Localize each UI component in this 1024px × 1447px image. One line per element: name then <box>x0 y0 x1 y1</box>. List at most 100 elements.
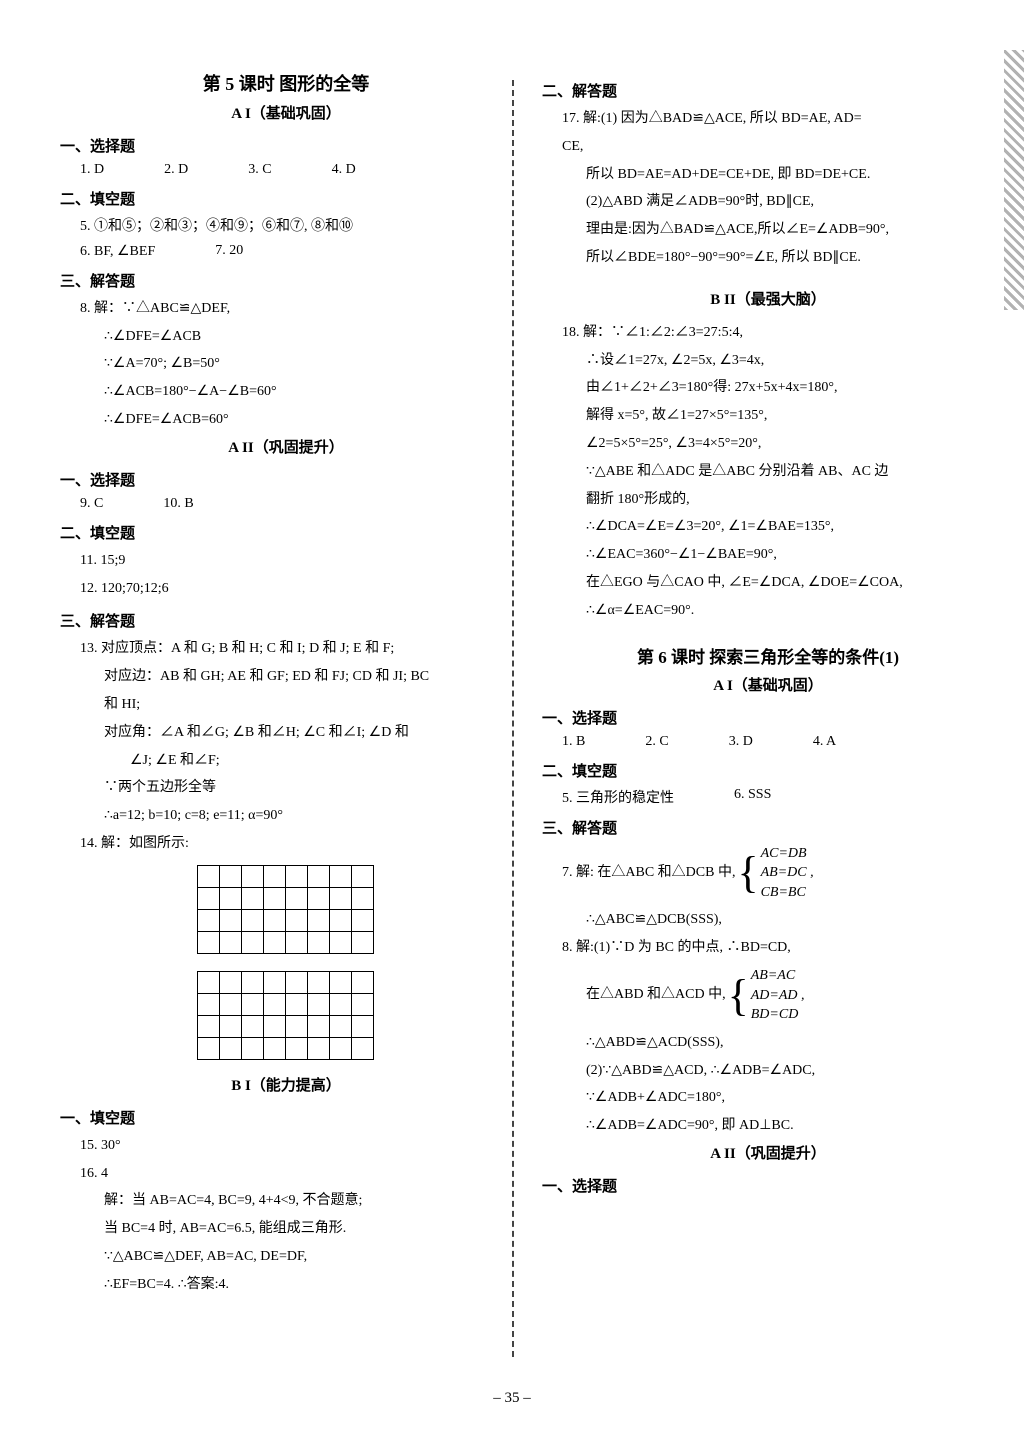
left-brace-icon: { <box>737 853 758 893</box>
fb5-r: 5. 三角形的稳定性 <box>562 787 674 807</box>
section-mc-r: 一、选择题 <box>542 707 994 728</box>
q18-l8: ∴∠DCA=∠E=∠3=20°, ∠1=∠BAE=135°, <box>586 515 994 539</box>
q8r-brace-content: AB=AC AD=AD , BD=CD <box>751 966 805 1025</box>
section-fb-3: 一、填空题 <box>60 1107 512 1128</box>
fb-6-7: 6. BF, ∠BEF 7. 20 <box>80 243 512 260</box>
q16-l2: 当 BC=4 时, AB=AC=6.5, 能组成三角形. <box>104 1217 512 1241</box>
q7b-1: AC=DB <box>761 844 814 864</box>
mc-answers-1: 1. D 2. D 3. C 4. D <box>80 162 512 178</box>
ans-9: 9. C <box>80 496 103 512</box>
q8-l4: ∴∠ACB=180°−∠A−∠B=60° <box>104 380 512 404</box>
q7b-2: AB=DC , <box>761 863 814 883</box>
section-sa: 三、解答题 <box>60 270 512 291</box>
q8-l2: ∴∠DFE=∠ACB <box>104 325 512 349</box>
ans-10: 10. B <box>163 496 193 512</box>
q8r-l4: ∴∠ADB=∠ADC=90°, 即 AD⊥BC. <box>586 1114 994 1138</box>
q14: 14. 解：如图所示: <box>80 832 512 856</box>
ans-4: 4. D <box>332 162 356 178</box>
column-divider <box>512 80 514 1357</box>
section-fb: 二、填空题 <box>60 188 512 209</box>
ans6-2: 2. C <box>645 734 668 750</box>
q17-l4: (2)△ABD 满足∠ADB=90°时, BD∥CE, <box>586 190 994 214</box>
q8rb-2: AD=AD , <box>751 986 805 1006</box>
q18-l11: ∴∠α=∠EAC=90°. <box>586 599 994 623</box>
section-mc-r2: 一、选择题 <box>542 1175 994 1196</box>
q7-brace-content: AC=DB AB=DC , CB=BC <box>761 844 814 903</box>
q17-l3: 所以 BD=AE=AD+DE=CE+DE, 即 BD=DE+CE. <box>586 163 994 187</box>
fb-6: 6. BF, ∠BEF <box>80 243 155 260</box>
q7-post: ∴△ABC≌△DCB(SSS), <box>586 908 994 932</box>
q8-l3: ∵∠A=70°; ∠B=50° <box>104 352 512 376</box>
q18-l10: 在△EGO 与△CAO 中, ∠E=∠DCA, ∠DOE=∠COA, <box>586 571 994 595</box>
lesson6-title: 第 6 课时 探索三角形全等的条件(1) <box>542 643 994 668</box>
lesson5-title: 第 5 课时 图形的全等 <box>60 70 512 96</box>
section-fb-r: 二、填空题 <box>542 760 994 781</box>
q16-l1: 解：当 AB=AC=4, BC=9, 4+4<9, 不合题意; <box>104 1189 512 1213</box>
q13-l1: 13. 对应顶点：A 和 G; B 和 H; C 和 I; D 和 J; E 和… <box>80 637 512 661</box>
ans-2: 2. D <box>164 162 188 178</box>
q8-l1: 8. 解：∵△ABC≌△DEF, <box>80 297 512 321</box>
left-column: 第 5 课时 图形的全等 A I（基础巩固） 一、选择题 1. D 2. D 3… <box>60 70 512 1301</box>
fb-5-6-r: 5. 三角形的稳定性 6. SSS <box>562 787 994 807</box>
q13-l2: 对应边：AB 和 GH; AE 和 GF; ED 和 FJ; CD 和 JI; … <box>104 665 512 689</box>
q18-l1: 18. 解：∵∠1:∠2:∠3=27:5:4, <box>562 321 994 345</box>
ans6-3: 3. D <box>729 734 753 750</box>
q13-l7: ∴a=12; b=10; c=8; e=11; α=90° <box>104 804 512 828</box>
mc-answers-2: 9. C 10. B <box>80 496 512 512</box>
level-b1-title: B I（能力提高） <box>60 1074 512 1095</box>
fb-16: 16. 4 <box>80 1162 512 1186</box>
ans-1: 1. D <box>80 162 104 178</box>
fb-5: 5. ①和⑤；②和③；④和⑨；⑥和⑦, ⑧和⑩ <box>80 215 512 239</box>
section-sa-2: 三、解答题 <box>60 610 512 631</box>
fb-12: 12. 120;70;12;6 <box>80 577 512 601</box>
level-b2-title: B II（最强大脑） <box>542 288 994 309</box>
q18-l7: 翻折 180°形成的, <box>586 488 994 512</box>
level-a1-title-6: A I（基础巩固） <box>542 674 994 695</box>
section-mc: 一、选择题 <box>60 135 512 156</box>
section-mc-2: 一、选择题 <box>60 469 512 490</box>
level-a2-title-6: A II（巩固提升） <box>542 1142 994 1163</box>
q18-l4: 解得 x=5°, 故∠1=27×5°=135°, <box>586 404 994 428</box>
q18-l6: ∵△ABE 和△ADC 是△ABC 分别沿着 AB、AC 边 <box>586 460 994 484</box>
fb-11: 11. 15;9 <box>80 549 512 573</box>
section-fb-2: 二、填空题 <box>60 522 512 543</box>
q7b-3: CB=BC <box>761 883 814 903</box>
q18-l2: ∴设∠1=27x, ∠2=5x, ∠3=4x, <box>586 349 994 373</box>
fb6-r: 6. SSS <box>734 787 771 807</box>
q13-l3: 和 HI; <box>104 693 512 717</box>
grid-figure-2 <box>198 972 374 1060</box>
page-number: – 35 – <box>0 1390 1024 1407</box>
q13-l5: ∠J; ∠E 和∠F; <box>130 749 512 773</box>
q8r-post: ∴△ABD≌△ACD(SSS), <box>586 1031 994 1055</box>
ans6-4: 4. A <box>813 734 836 750</box>
q18-l3: 由∠1+∠2+∠3=180°得: 27x+5x+4x=180°, <box>586 376 994 400</box>
section-sa-r2: 三、解答题 <box>542 817 994 838</box>
q8r-l2: (2)∵△ABD≌△ACD, ∴∠ADB=∠ADC, <box>586 1059 994 1083</box>
scan-edge-noise <box>1004 50 1024 310</box>
q8r-l3: ∵∠ADB+∠ADC=180°, <box>586 1086 994 1110</box>
q16-l3: ∵△ABC≌△DEF, AB=AC, DE=DF, <box>104 1245 512 1269</box>
q18-l9: ∴∠EAC=360°−∠1−∠BAE=90°, <box>586 543 994 567</box>
left-brace-icon: { <box>728 976 749 1016</box>
q8r-l1: 8. 解:(1)∵D 为 BC 的中点, ∴BD=CD, <box>562 936 994 960</box>
q17-l1: 17. 解:(1) 因为△BAD≌△ACE, 所以 BD=AE, AD= <box>562 107 994 131</box>
q13-l6: ∵两个五边形全等 <box>104 776 512 800</box>
q8r-pre: 在△ABD 和△ACD 中, <box>586 983 726 1007</box>
q17-l6: 所以∠BDE=180°−90°=90°=∠E, 所以 BD∥CE. <box>586 246 994 270</box>
level-a2-title: A II（巩固提升） <box>60 436 512 457</box>
page-content: 第 5 课时 图形的全等 A I（基础巩固） 一、选择题 1. D 2. D 3… <box>60 70 994 1301</box>
grid-figures <box>60 866 512 1060</box>
right-column: 二、解答题 17. 解:(1) 因为△BAD≌△ACE, 所以 BD=AE, A… <box>542 70 994 1301</box>
section-sa-r: 二、解答题 <box>542 80 994 101</box>
ans6-1: 1. B <box>562 734 585 750</box>
q18-l5: ∠2=5×5°=25°, ∠3=4×5°=20°, <box>586 432 994 456</box>
q8rb-1: AB=AC <box>751 966 805 986</box>
q7-pre: 7. 解: 在△ABC 和△DCB 中, <box>562 861 735 885</box>
q8-l5: ∴∠DFE=∠ACB=60° <box>104 408 512 432</box>
grid-figure-1 <box>198 866 374 954</box>
q16-l4: ∴EF=BC=4. ∴答案:4. <box>104 1273 512 1297</box>
q13-l4: 对应角：∠A 和∠G; ∠B 和∠H; ∠C 和∠I; ∠D 和 <box>104 721 512 745</box>
mc-answers-6: 1. B 2. C 3. D 4. A <box>562 734 994 750</box>
q8rb-3: BD=CD <box>751 1005 805 1025</box>
q7-brace: 7. 解: 在△ABC 和△DCB 中, { AC=DB AB=DC , CB=… <box>562 844 994 903</box>
